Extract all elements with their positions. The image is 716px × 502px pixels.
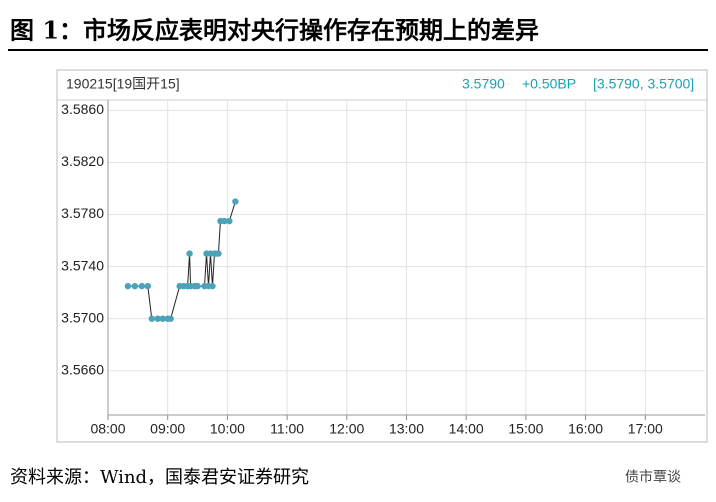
point [215,250,222,257]
x-tick-label: 11:00 [270,421,304,437]
point [232,198,239,205]
x-tick-label: 13:00 [389,421,424,437]
y-tick-label: 3.5700 [61,309,104,325]
x-tick-label: 17:00 [628,421,663,437]
point [186,250,193,257]
x-tick-label: 16:00 [568,421,603,437]
x-tick-label: 08:00 [90,421,125,437]
y-tick-label: 3.5660 [61,361,104,377]
point [226,217,233,225]
y-tick-label: 3.5860 [61,101,104,117]
point [124,282,132,290]
x-tick-label: 12:00 [329,421,364,437]
point [194,282,201,290]
x-tick-label: 14:00 [449,421,484,437]
instrument: 190215[19国开15] [66,76,180,92]
point [167,315,174,322]
point [131,282,139,290]
point [159,315,166,322]
point [221,217,228,225]
point [209,282,216,290]
source: 资料来源：Wind，国泰君安证券研究 [10,467,309,488]
x-tick-label: 15:00 [508,421,543,437]
point [144,282,151,290]
y-tick-label: 3.5780 [61,205,104,221]
point [148,315,155,322]
point [154,315,161,322]
last-price: 3.5790 [462,76,505,92]
change: +0.50BP [522,76,576,92]
x-tick-label: 10:00 [210,421,245,437]
chart-title: 图 1：市场反应表明对央行操作存在预期上的差异 [10,16,539,45]
watermark: 债市覃谈 [625,469,681,485]
x-tick-label: 09:00 [150,421,185,437]
y-tick-label: 3.5740 [61,257,104,273]
y-tick-label: 3.5820 [61,153,104,169]
point [138,282,146,290]
range: [3.5790, 3.5700] [593,76,694,92]
chart-frame [56,69,708,443]
